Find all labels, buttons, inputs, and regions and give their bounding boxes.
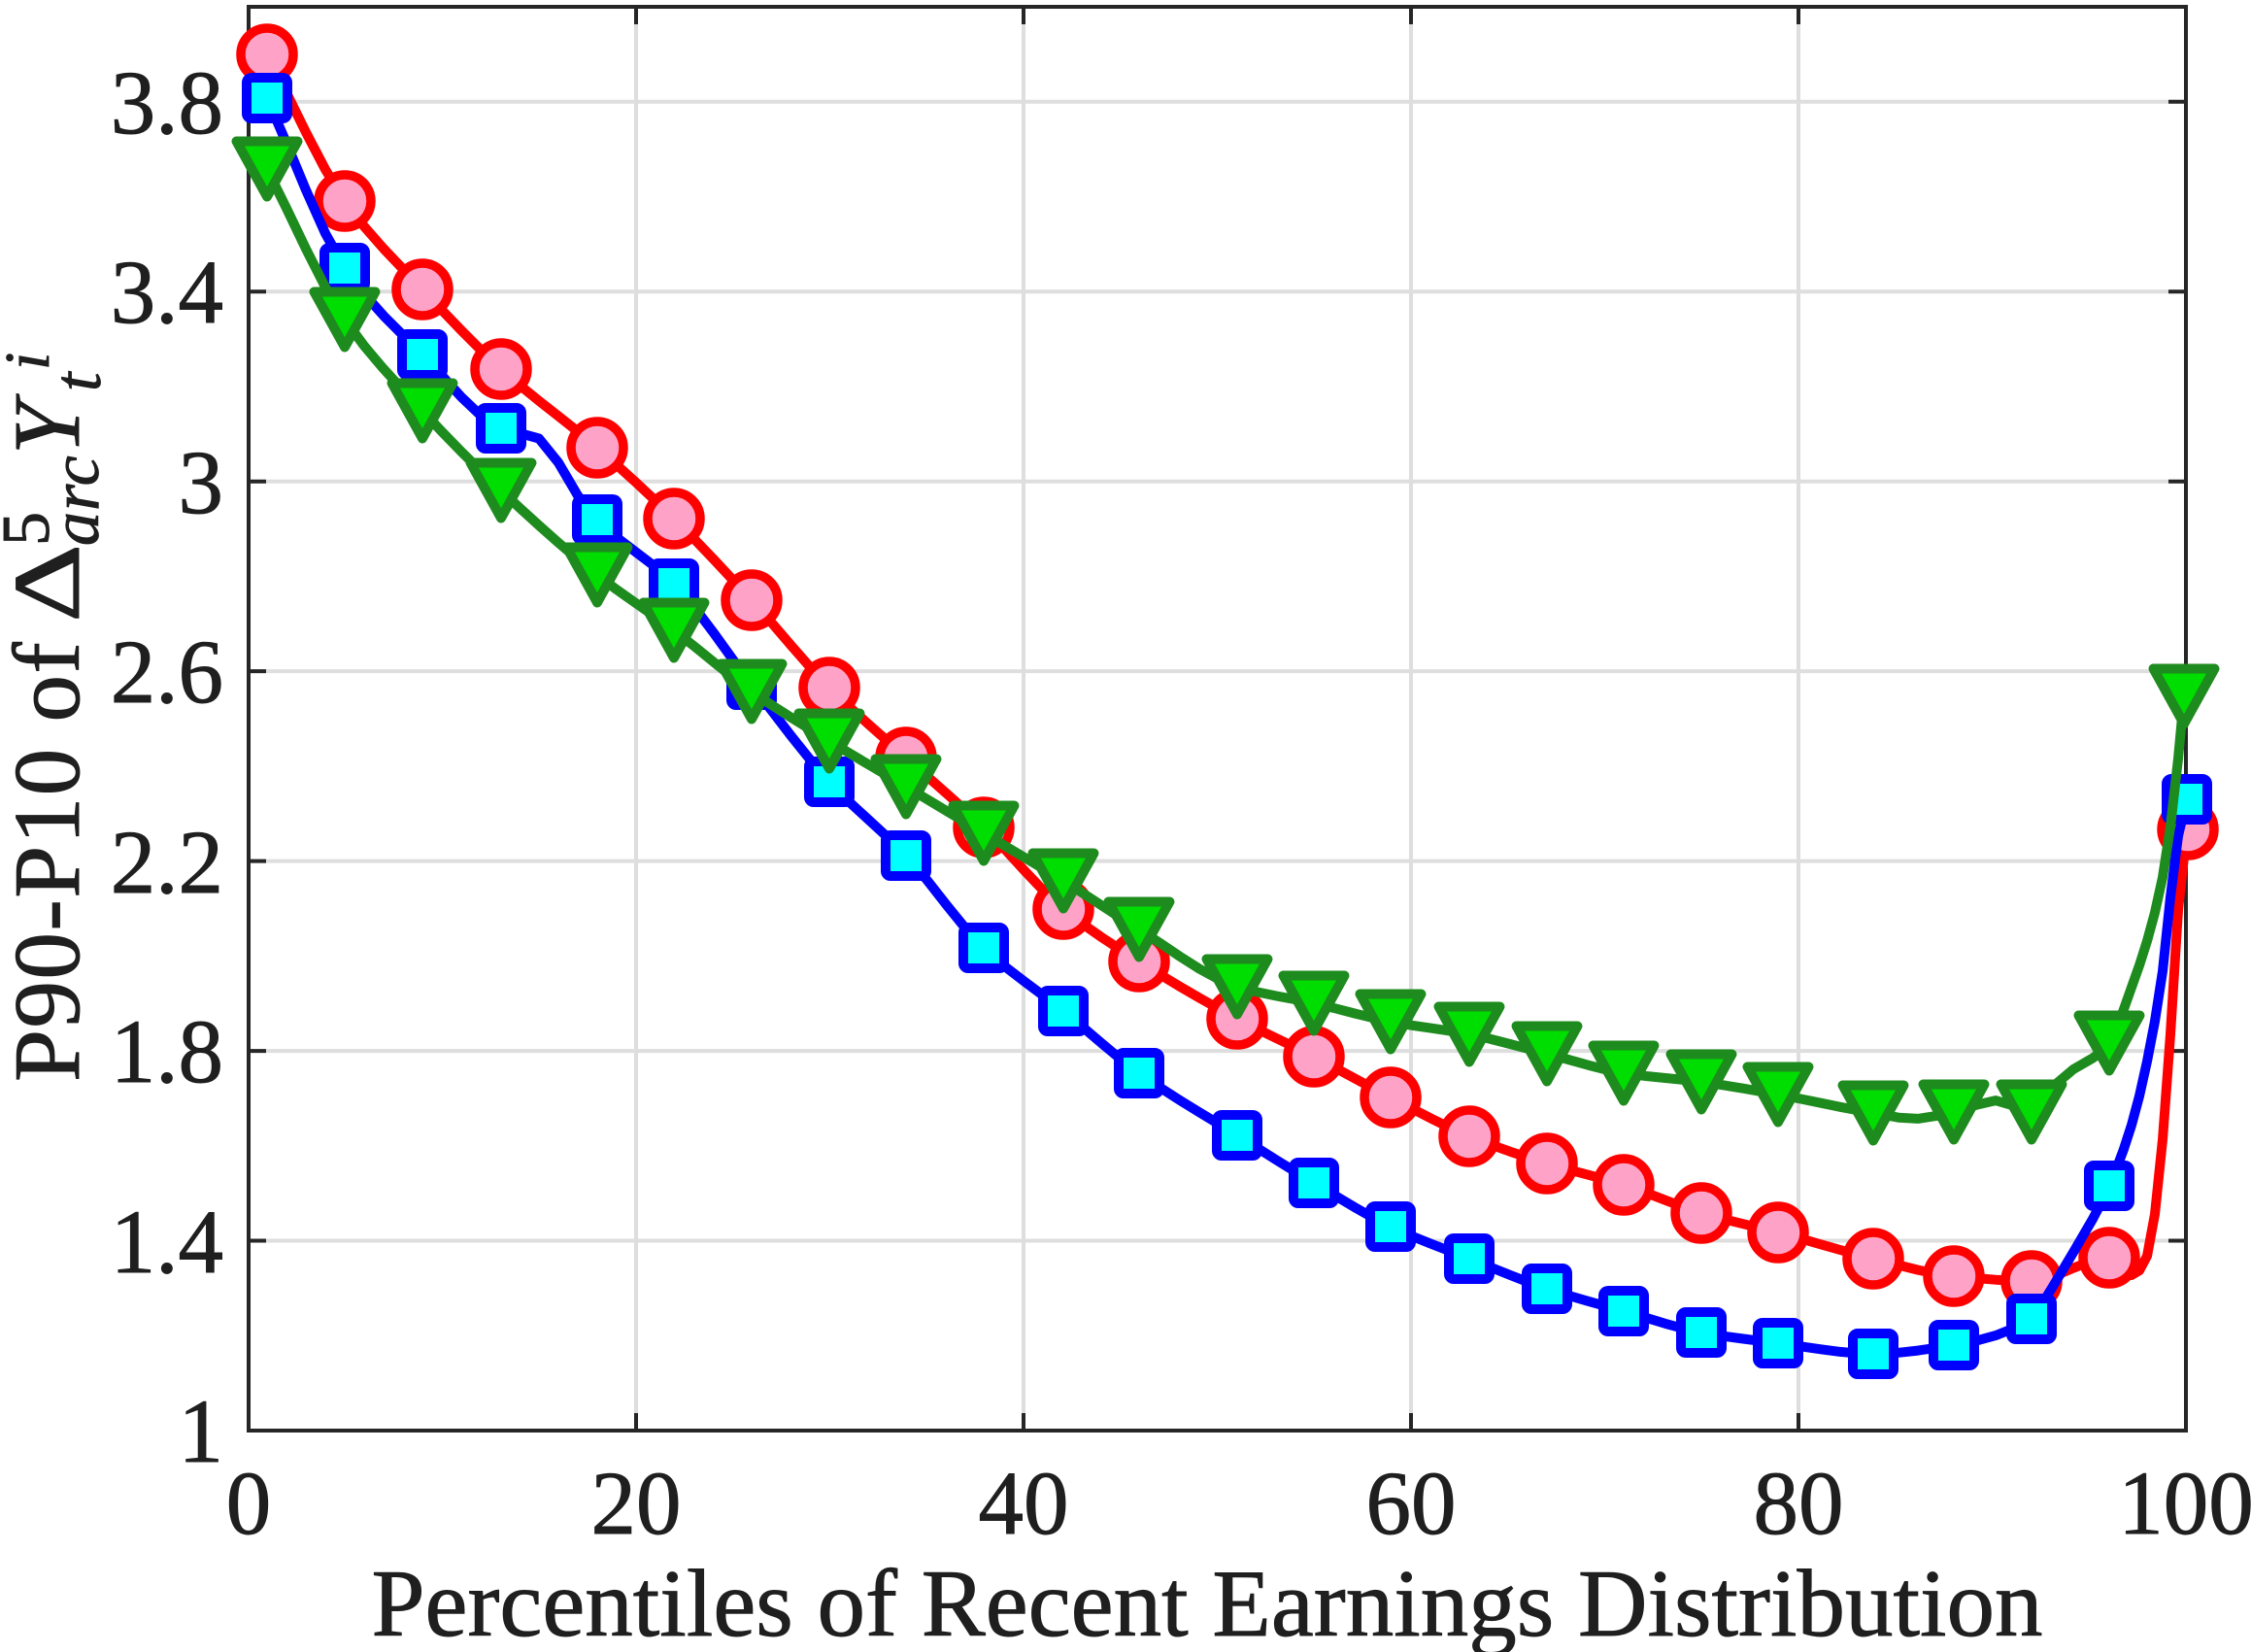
svg-text:Y: Y: [0, 393, 99, 455]
svg-text:i: i: [0, 353, 63, 370]
svg-text:1.8: 1.8: [111, 1002, 223, 1102]
svg-text:100: 100: [2118, 1454, 2251, 1554]
svg-text:t: t: [41, 371, 116, 391]
svg-text:1: 1: [179, 1382, 224, 1482]
svg-text:2.2: 2.2: [111, 813, 223, 913]
svg-text:5: 5: [0, 512, 64, 546]
svg-text:3: 3: [179, 433, 224, 533]
svg-text:arc: arc: [39, 455, 114, 546]
svg-text:Percentiles of Recent Earnings: Percentiles of Recent Earnings Distribut…: [371, 1551, 2042, 1652]
svg-text:3.4: 3.4: [111, 243, 223, 343]
svg-text:0: 0: [226, 1454, 272, 1554]
svg-text:3.8: 3.8: [111, 53, 223, 153]
svg-text:Δ: Δ: [0, 544, 100, 623]
svg-text:80: 80: [1754, 1454, 1844, 1554]
svg-text:40: 40: [979, 1454, 1069, 1554]
svg-text:60: 60: [1366, 1454, 1457, 1554]
svg-text:2.6: 2.6: [111, 623, 223, 723]
svg-text:P90-P10 of: P90-P10 of: [0, 641, 99, 1082]
svg-text:20: 20: [591, 1454, 682, 1554]
svg-text:1.4: 1.4: [111, 1193, 223, 1293]
